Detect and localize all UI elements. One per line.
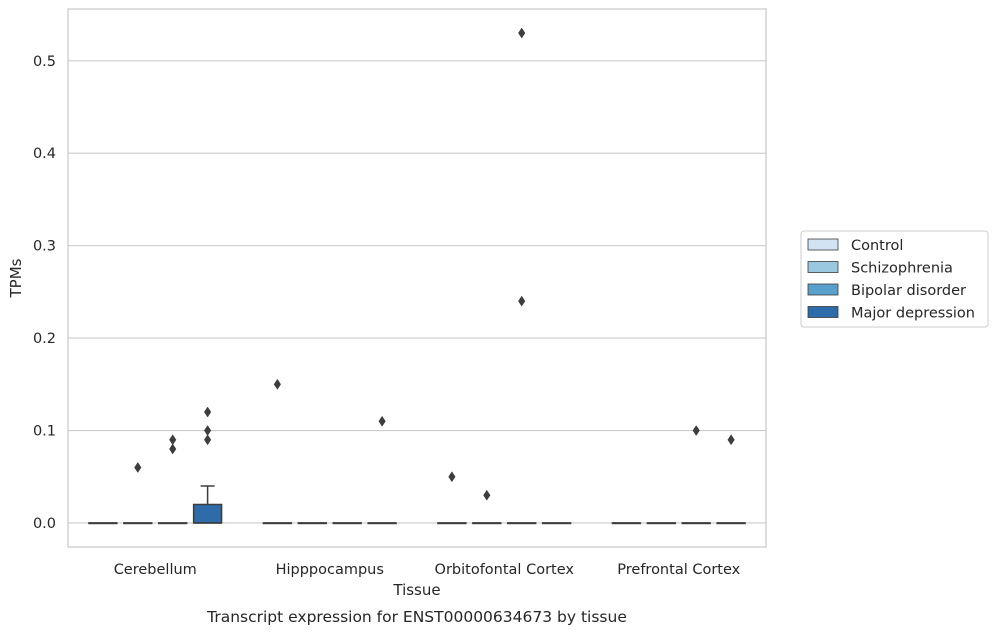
outlier-point: [273, 378, 281, 390]
y-tick-label: 0.2: [33, 331, 56, 347]
outlier-point: [518, 27, 526, 39]
outlier-point: [378, 415, 386, 427]
legend: Control Schizophrenia Bipolar disorder Majo…: [800, 230, 989, 328]
box: [192, 503, 223, 524]
plot-frame: [67, 8, 767, 548]
y-axis-label: TPMs: [7, 258, 25, 298]
box-plots: [88, 485, 746, 525]
outlier-point: [134, 462, 142, 473]
figure-caption: Transcript expression for ENST0000063467…: [206, 608, 627, 626]
outlier-point: [727, 434, 735, 446]
outlier-points: [134, 27, 735, 501]
outlier-point: [692, 425, 700, 436]
y-tick-label: 0.4: [33, 146, 56, 162]
legend-label: Control: [851, 238, 903, 254]
legend-swatch: [807, 261, 839, 273]
legend-label: Bipolar disorder: [851, 283, 966, 299]
x-tick-label: Orbitofontal Cortex: [435, 562, 575, 578]
outlier-point: [518, 295, 526, 307]
outlier-point: [204, 425, 212, 436]
legend-swatch: [807, 283, 839, 296]
x-tick-label: Prefrontal Cortex: [617, 562, 740, 578]
legend-label: Major depression: [851, 306, 975, 322]
legend-swatch: [807, 238, 839, 251]
y-tick-label: 0.3: [33, 239, 56, 255]
legend-frame: [800, 230, 989, 328]
x-axis-label: Tissue: [392, 581, 440, 599]
outlier-point: [204, 406, 212, 418]
x-tick-label: Hipppocampus: [276, 562, 384, 578]
x-tick-label: Cerebellum: [114, 562, 197, 578]
y-tick-label: 0.0: [33, 516, 56, 532]
y-tick-labels: 0.0 0.1 0.2 0.3 0.4 0.5: [33, 54, 56, 532]
legend-items: Control Schizophrenia Bipolar disorder Majo…: [807, 238, 975, 322]
legend-label: Schizophrenia: [851, 261, 953, 277]
x-tick-labels: Cerebellum Hipppocampus Orbitofontal Corte…: [114, 562, 741, 578]
outlier-point: [169, 434, 177, 446]
legend-swatch: [807, 306, 839, 318]
outlier-point: [483, 489, 491, 501]
y-tick-label: 0.1: [33, 424, 56, 440]
outlier-point: [448, 471, 456, 483]
outlier-point: [204, 434, 212, 446]
outlier-point: [169, 443, 177, 455]
y-tick-label: 0.5: [33, 54, 56, 70]
